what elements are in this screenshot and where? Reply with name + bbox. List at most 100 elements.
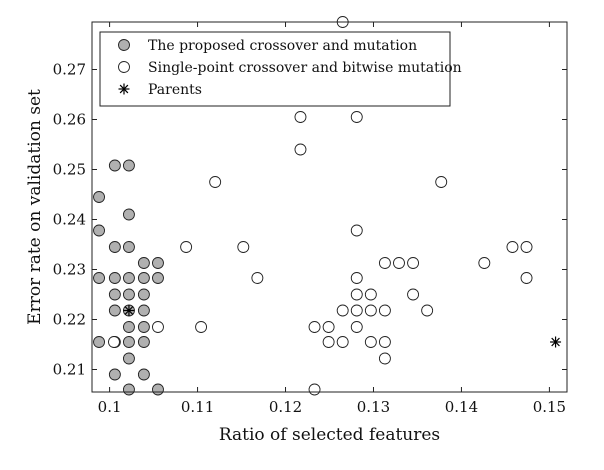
proposed-point — [93, 191, 105, 203]
proposed-point — [137, 304, 150, 317]
proposed-point — [152, 272, 164, 284]
x-tick-label: 0.14 — [445, 398, 478, 416]
single-point-point — [294, 143, 307, 156]
single-point-point — [407, 257, 420, 269]
single-point-point — [364, 304, 377, 317]
parent-point — [550, 336, 562, 348]
single-point-point — [478, 257, 491, 269]
legend-label: The proposed crossover and mutation — [148, 38, 417, 54]
proposed-point — [108, 368, 121, 381]
single-point-point — [350, 304, 363, 317]
single-point-point — [378, 352, 391, 365]
single-point-point — [237, 241, 250, 253]
proposed-point — [122, 241, 135, 253]
proposed-point — [122, 352, 135, 365]
x-axis-label: Ratio of selected features — [219, 425, 440, 445]
legend-marker — [118, 61, 130, 73]
y-tick-label: 0.27 — [53, 61, 86, 79]
legend-label: Parents — [148, 82, 202, 98]
single-point-point — [350, 224, 363, 237]
proposed-point — [108, 159, 121, 172]
y-tick-label: 0.21 — [53, 361, 86, 379]
proposed-point — [122, 272, 135, 284]
proposed-point — [122, 383, 135, 396]
single-point-point — [506, 241, 519, 253]
legend-marker — [118, 39, 130, 51]
proposed-point — [108, 241, 121, 253]
y-tick-label: 0.26 — [53, 111, 86, 129]
single-point-point — [322, 336, 335, 348]
legend-item-proposed: The proposed crossover and mutation — [118, 38, 417, 54]
single-point-point — [195, 321, 208, 333]
proposed-point — [122, 288, 135, 301]
single-point-point — [364, 288, 377, 301]
proposed-point — [152, 383, 164, 396]
single-point-point — [350, 288, 363, 301]
single-point-point — [350, 111, 363, 123]
proposed-point — [108, 288, 121, 301]
y-tick-label: 0.24 — [53, 211, 86, 229]
parent-point — [123, 305, 135, 316]
y-tick-label: 0.22 — [53, 311, 86, 329]
legend-items: The proposed crossover and mutation Singl… — [118, 38, 462, 98]
single-point-point — [421, 304, 434, 317]
single-point-point — [152, 321, 164, 333]
single-point-point — [435, 176, 448, 188]
single-point-point — [322, 321, 335, 333]
proposed-point — [152, 257, 164, 269]
proposed-point — [122, 208, 135, 221]
legend-item-parents: Parents — [118, 82, 202, 98]
single-point-point — [180, 241, 193, 253]
proposed-point — [122, 336, 135, 348]
proposed-point — [137, 368, 150, 381]
single-point-point — [378, 257, 391, 269]
single-point-point — [308, 383, 321, 396]
single-point-point — [407, 288, 420, 301]
single-point-point — [108, 336, 120, 348]
x-tick-label: 0.13 — [357, 398, 390, 416]
single-point-point — [393, 257, 405, 269]
y-axis-label: Error rate on validation set — [25, 89, 45, 325]
x-tick-label: 0.15 — [533, 398, 566, 416]
series-1 — [93, 159, 164, 396]
proposed-point — [137, 288, 150, 301]
proposed-point — [137, 336, 150, 348]
proposed-point — [137, 321, 150, 333]
single-point-point — [350, 321, 363, 333]
y-tick-label: 0.25 — [53, 161, 86, 179]
single-point-point — [364, 336, 377, 348]
single-point-point — [378, 304, 391, 317]
proposed-point — [93, 336, 105, 348]
x-tick-label: 0.12 — [269, 398, 302, 416]
proposed-point — [137, 257, 150, 269]
single-point-point — [308, 321, 321, 333]
single-point-point — [209, 176, 222, 188]
proposed-point — [122, 159, 135, 172]
series-3 — [123, 305, 562, 348]
single-point-point — [294, 111, 307, 123]
proposed-point — [93, 272, 105, 284]
x-axis-ticks: 0.1 0.11 0.12 0.13 0.14 0.15 — [98, 22, 566, 416]
y-axis-ticks: 0.21 0.22 0.23 0.24 0.25 0.26 0.27 — [53, 61, 567, 379]
legend-label: Single-point crossover and bitwise mutat… — [148, 60, 462, 76]
legend-box — [99, 31, 451, 107]
legend-marker — [118, 83, 130, 95]
single-point-point — [350, 272, 363, 284]
proposed-point — [122, 321, 135, 333]
legend: The proposed crossover and mutation Singl… — [99, 31, 462, 107]
x-tick-label: 0.1 — [98, 398, 122, 416]
proposed-point — [108, 304, 121, 317]
single-point-point — [520, 272, 533, 284]
single-point-point — [336, 336, 349, 348]
proposed-point — [137, 272, 150, 284]
proposed-point — [93, 224, 105, 237]
x-tick-label: 0.11 — [181, 398, 214, 416]
single-point-point — [336, 304, 349, 317]
y-tick-label: 0.23 — [53, 261, 86, 279]
proposed-point — [108, 272, 121, 284]
legend-item-single-point: Single-point crossover and bitwise mutat… — [118, 60, 462, 76]
single-point-point — [520, 241, 533, 253]
single-point-point — [251, 272, 264, 284]
single-point-point — [378, 336, 391, 348]
